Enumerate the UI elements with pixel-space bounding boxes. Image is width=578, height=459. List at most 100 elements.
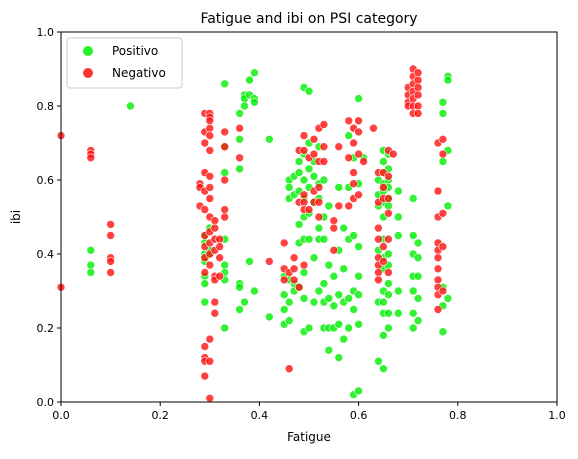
data-point-positivo: [438, 327, 448, 337]
data-point-positivo: [334, 319, 344, 329]
points-layer: [56, 64, 453, 403]
data-point-positivo: [393, 286, 403, 296]
data-point-negativo: [354, 116, 363, 126]
data-point-negativo: [210, 223, 220, 233]
data-point-negativo: [354, 190, 363, 200]
data-point-negativo: [205, 194, 215, 203]
data-point-negativo: [438, 149, 448, 159]
data-point-positivo: [374, 356, 383, 366]
data-point-positivo: [284, 297, 294, 307]
data-point-negativo: [314, 183, 324, 192]
data-point-positivo: [339, 223, 349, 233]
data-point-positivo: [200, 297, 210, 307]
legend-marker-positivo: [83, 46, 93, 56]
data-point-positivo: [319, 234, 329, 244]
data-point-positivo: [264, 312, 274, 322]
data-point-positivo: [408, 286, 418, 296]
data-point-negativo: [344, 201, 354, 211]
data-point-negativo: [205, 334, 215, 344]
data-point-negativo: [309, 135, 319, 144]
data-point-positivo: [299, 268, 309, 277]
data-point-negativo: [384, 209, 393, 218]
data-point-positivo: [304, 323, 314, 333]
data-point-positivo: [294, 157, 304, 166]
data-point-positivo: [339, 264, 349, 274]
data-point-negativo: [205, 183, 215, 192]
data-point-negativo: [349, 138, 358, 148]
legend: Positivo Negativo: [66, 37, 183, 89]
data-point-positivo: [413, 294, 423, 303]
data-point-positivo: [235, 135, 244, 144]
data-point-positivo: [86, 246, 96, 255]
data-point-positivo: [250, 286, 259, 296]
data-point-negativo: [388, 149, 398, 159]
data-point-positivo: [344, 294, 354, 303]
data-point-positivo: [393, 212, 403, 222]
data-point-negativo: [299, 197, 309, 207]
data-point-positivo: [220, 260, 229, 270]
data-point-positivo: [304, 86, 314, 96]
data-point-positivo: [324, 260, 334, 270]
data-point-negativo: [349, 179, 358, 188]
data-point-negativo: [359, 157, 368, 166]
y-tick-label: 0.6: [37, 174, 55, 187]
x-axis-label: Fatigue: [287, 430, 331, 444]
data-point-positivo: [393, 186, 403, 196]
data-point-positivo: [240, 101, 249, 111]
x-axis: 0.0 0.2 0.4 0.6 0.8 1.0: [52, 402, 566, 422]
data-point-negativo: [438, 209, 448, 218]
data-point-positivo: [354, 242, 363, 251]
data-point-positivo: [200, 279, 210, 288]
data-point-negativo: [433, 305, 443, 314]
data-point-negativo: [379, 183, 388, 192]
data-point-negativo: [106, 220, 115, 229]
data-point-positivo: [220, 168, 229, 177]
x-tick-label: 1.0: [548, 409, 566, 422]
data-point-positivo: [324, 345, 334, 355]
data-point-negativo: [289, 253, 299, 263]
data-point-positivo: [354, 94, 363, 103]
data-point-positivo: [309, 253, 319, 263]
data-point-positivo: [384, 308, 393, 318]
legend-label-negativo: Negativo: [112, 66, 166, 80]
data-point-positivo: [384, 279, 393, 288]
data-point-positivo: [220, 79, 229, 89]
data-point-positivo: [349, 231, 358, 240]
data-point-negativo: [299, 260, 309, 270]
data-point-positivo: [294, 220, 304, 229]
data-point-negativo: [379, 242, 388, 251]
data-point-positivo: [438, 98, 448, 107]
data-point-negativo: [438, 135, 448, 144]
data-point-positivo: [393, 308, 403, 318]
data-point-negativo: [384, 172, 393, 181]
data-point-negativo: [235, 153, 244, 163]
x-tick-label: 0.8: [449, 409, 467, 422]
data-point-positivo: [413, 238, 423, 248]
data-point-positivo: [279, 290, 289, 300]
data-point-negativo: [279, 238, 289, 248]
data-point-negativo: [215, 234, 224, 244]
data-point-positivo: [240, 297, 249, 307]
data-point-positivo: [413, 316, 423, 325]
data-point-positivo: [354, 290, 363, 300]
data-point-negativo: [433, 253, 443, 263]
data-point-positivo: [384, 201, 393, 211]
x-tick-label: 0.4: [251, 409, 269, 422]
y-tick-label: 0.0: [37, 396, 55, 409]
data-point-positivo: [235, 109, 244, 118]
data-point-negativo: [205, 131, 215, 140]
data-point-positivo: [329, 301, 339, 311]
data-point-negativo: [413, 101, 423, 111]
data-point-positivo: [384, 249, 393, 259]
data-point-negativo: [369, 123, 378, 133]
data-point-positivo: [384, 323, 393, 333]
data-point-negativo: [279, 275, 289, 285]
y-tick-label: 0.4: [37, 248, 55, 261]
data-point-negativo: [205, 393, 215, 403]
data-point-negativo: [205, 172, 215, 181]
data-point-negativo: [374, 223, 383, 233]
data-point-negativo: [413, 90, 423, 100]
data-point-negativo: [86, 153, 96, 163]
plot-area-frame: [60, 31, 558, 403]
